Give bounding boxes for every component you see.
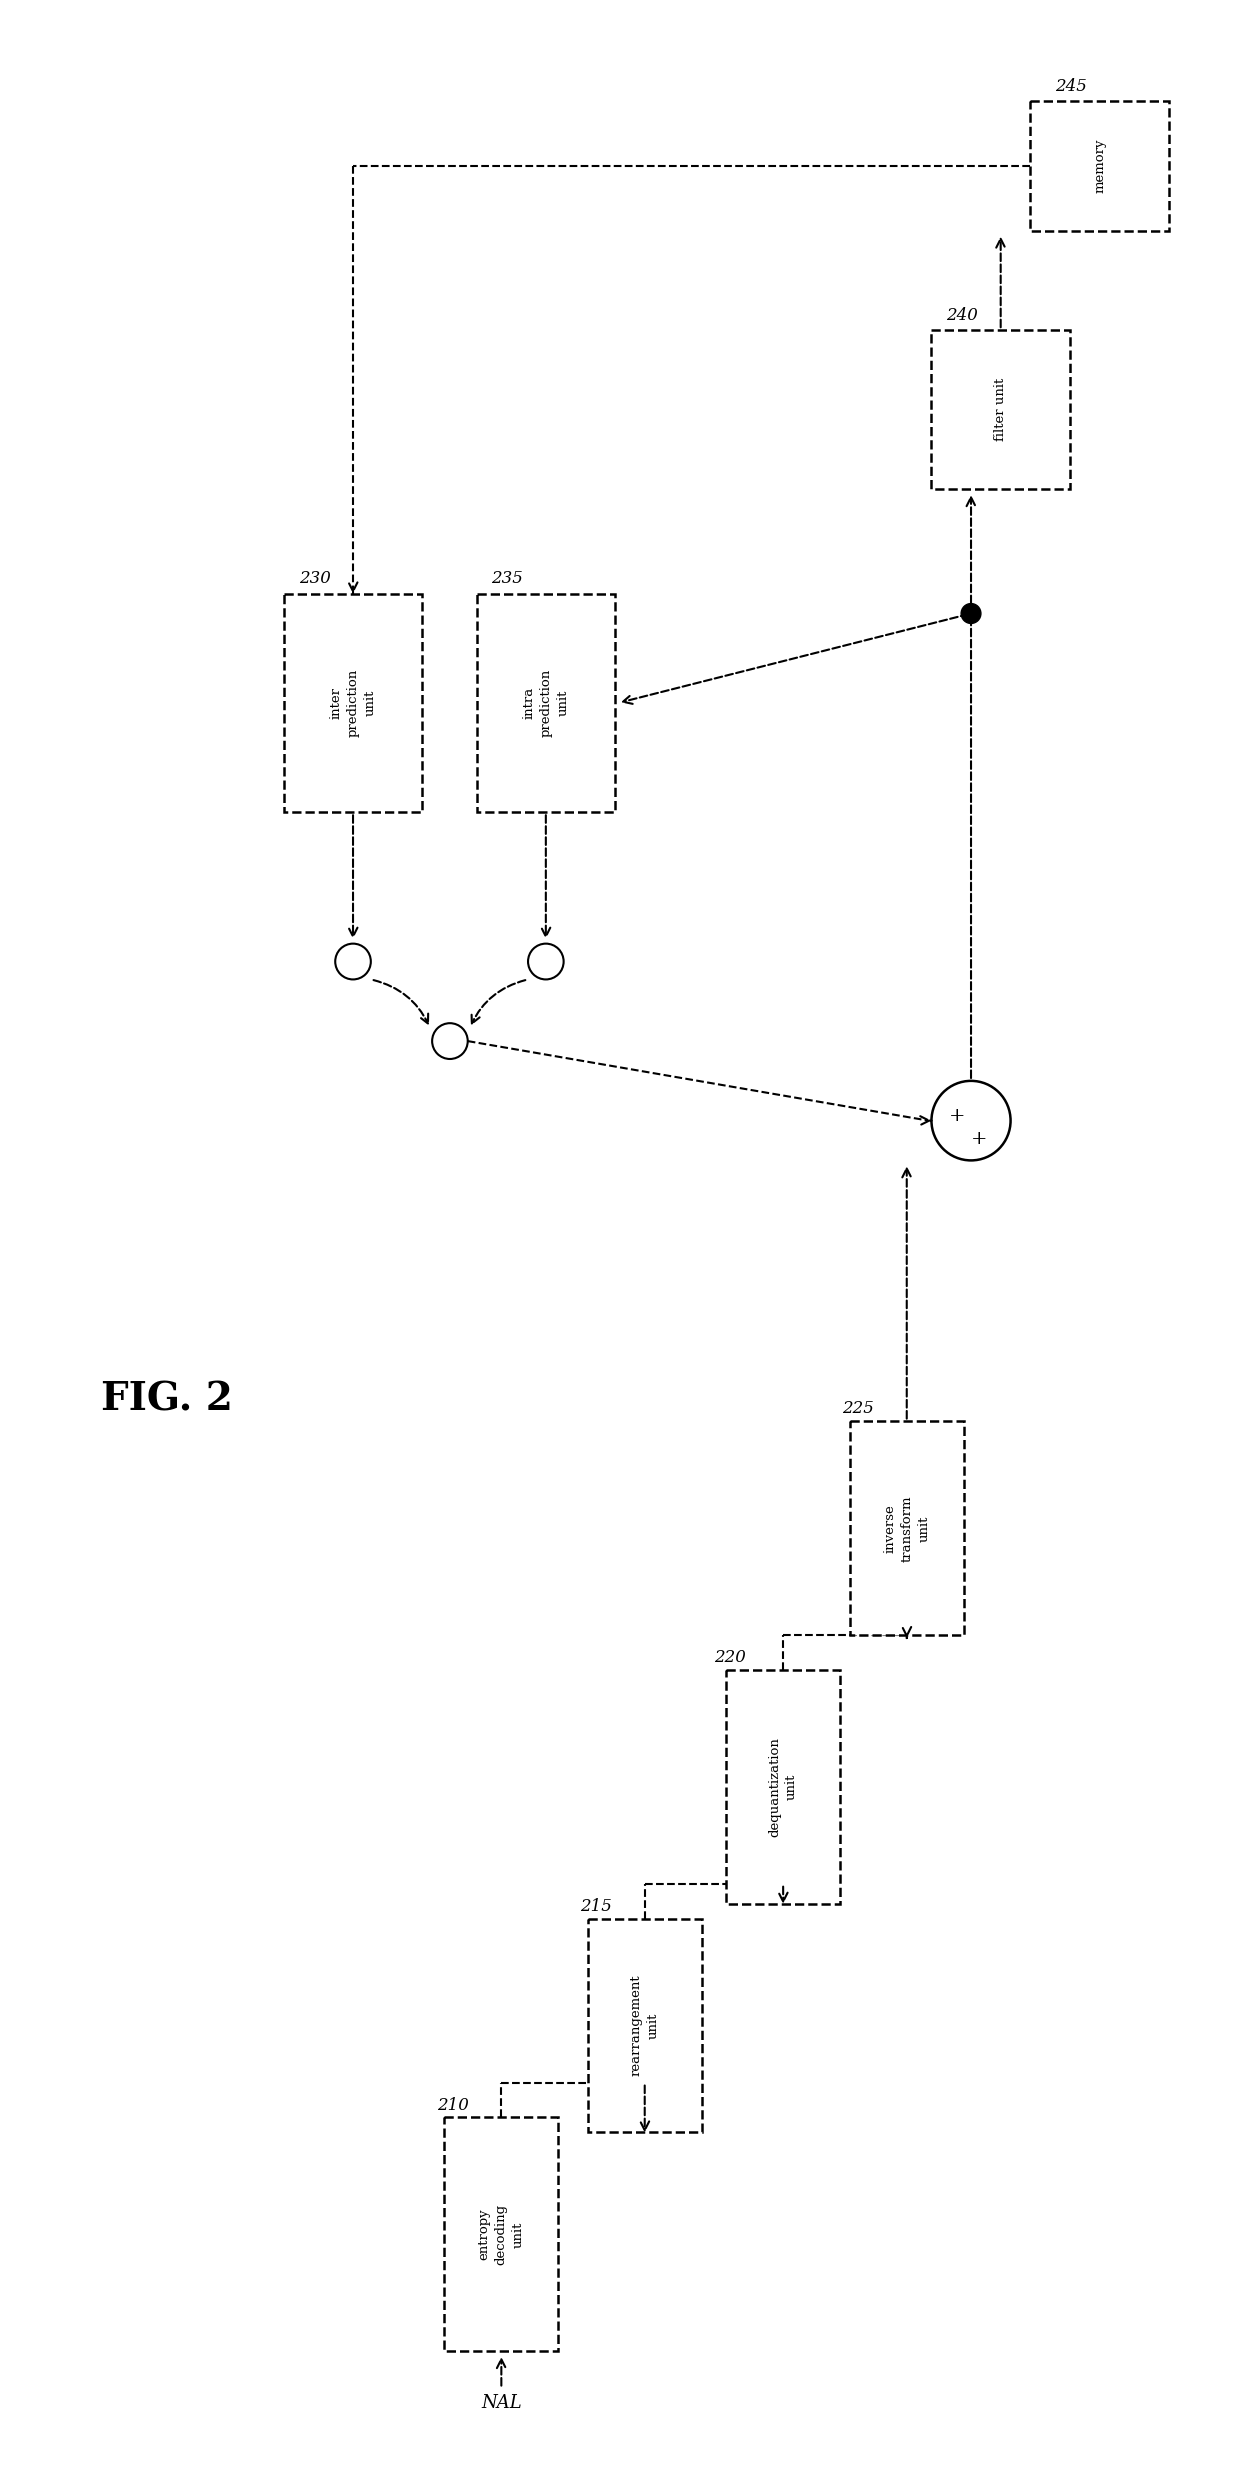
Text: 230: 230 <box>299 569 331 587</box>
Text: +: + <box>949 1107 966 1124</box>
Circle shape <box>432 1023 467 1060</box>
Text: inter
prediction
unit: inter prediction unit <box>330 668 377 737</box>
Bar <box>1030 101 1169 232</box>
Text: 215: 215 <box>580 1898 613 1915</box>
Bar <box>727 1669 839 1903</box>
Text: 210: 210 <box>436 2098 469 2113</box>
Circle shape <box>335 944 371 979</box>
Circle shape <box>961 604 981 624</box>
Text: 245: 245 <box>1055 79 1087 96</box>
Text: inverse
transform
unit: inverse transform unit <box>883 1496 930 1560</box>
Bar <box>931 330 1070 488</box>
Circle shape <box>931 1080 1011 1161</box>
Text: rearrangement
unit: rearrangement unit <box>630 1974 660 2076</box>
Text: memory: memory <box>1094 138 1106 192</box>
Text: dequantization
unit: dequantization unit <box>768 1738 799 1836</box>
Text: +: + <box>971 1129 987 1149</box>
Bar <box>444 2117 558 2352</box>
Text: 220: 220 <box>714 1649 745 1666</box>
Bar <box>284 594 423 813</box>
Text: entropy
decoding
unit: entropy decoding unit <box>477 2204 525 2265</box>
Bar <box>588 1918 702 2132</box>
Text: filter unit: filter unit <box>994 377 1007 441</box>
Bar <box>849 1422 963 1634</box>
Text: intra
prediction
unit: intra prediction unit <box>522 668 569 737</box>
Text: FIG. 2: FIG. 2 <box>100 1380 233 1417</box>
Circle shape <box>528 944 564 979</box>
Text: 225: 225 <box>842 1400 874 1417</box>
Text: NAL: NAL <box>481 2394 522 2413</box>
Bar <box>476 594 615 813</box>
Text: 240: 240 <box>946 306 978 323</box>
Text: 235: 235 <box>491 569 523 587</box>
